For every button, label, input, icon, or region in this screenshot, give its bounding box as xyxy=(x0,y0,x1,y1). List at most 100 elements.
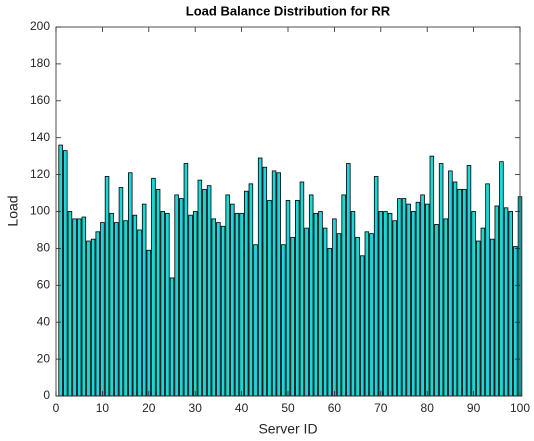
bar xyxy=(359,255,365,397)
bar xyxy=(336,233,342,397)
bar xyxy=(220,225,226,397)
bar xyxy=(373,176,379,397)
bar xyxy=(341,194,346,397)
bar xyxy=(508,211,513,397)
bar xyxy=(114,222,119,397)
bar xyxy=(285,200,291,397)
x-tick-label: 40 xyxy=(235,401,249,415)
bar xyxy=(248,183,254,397)
bar xyxy=(262,166,268,397)
bar xyxy=(387,212,393,397)
bar xyxy=(179,198,184,397)
bar xyxy=(457,188,462,397)
bar xyxy=(318,211,323,397)
bar xyxy=(253,244,258,397)
bar xyxy=(494,205,500,397)
bar xyxy=(67,211,73,397)
bar xyxy=(438,163,444,397)
y-tick-label: 20 xyxy=(37,351,51,365)
bar xyxy=(364,231,370,397)
chart-title: Load Balance Distribution for RR xyxy=(186,3,391,18)
x-axis-label: Server ID xyxy=(258,421,317,437)
bar xyxy=(513,246,518,397)
bar xyxy=(165,212,170,397)
bar xyxy=(230,203,235,397)
bar xyxy=(452,181,458,397)
bar xyxy=(271,170,277,397)
bar xyxy=(313,212,319,397)
y-tick-label: 0 xyxy=(43,388,50,402)
bar xyxy=(216,222,221,397)
x-tick-label: 60 xyxy=(328,401,342,415)
bar xyxy=(58,144,63,397)
y-axis-label: Load xyxy=(5,195,21,226)
bar xyxy=(378,211,384,397)
bar xyxy=(81,216,87,397)
bar xyxy=(415,201,421,397)
bar xyxy=(86,240,91,397)
bar xyxy=(489,238,495,397)
bar xyxy=(188,214,193,397)
bar xyxy=(243,190,249,397)
bar xyxy=(383,211,388,397)
bar xyxy=(299,181,305,397)
bar xyxy=(471,211,476,397)
bar xyxy=(392,220,397,397)
bar xyxy=(76,218,82,397)
x-tick-label: 70 xyxy=(374,401,388,415)
bar xyxy=(123,220,128,397)
x-tick-label: 80 xyxy=(421,401,435,415)
y-tick-label: 80 xyxy=(37,241,51,255)
bar xyxy=(462,188,467,397)
bar xyxy=(197,179,203,397)
bar xyxy=(346,163,351,397)
bar xyxy=(104,176,110,397)
bar xyxy=(485,183,490,397)
x-tick-label: 10 xyxy=(96,401,110,415)
bar xyxy=(350,211,356,397)
bar xyxy=(448,170,453,397)
bar xyxy=(95,231,101,397)
y-tick-label: 40 xyxy=(37,314,51,328)
bar xyxy=(424,203,430,397)
y-tick-label: 60 xyxy=(37,277,51,291)
bar xyxy=(72,218,77,397)
bar xyxy=(466,164,472,397)
bar xyxy=(406,203,411,397)
bar xyxy=(183,163,189,397)
bar xyxy=(397,198,402,397)
bar xyxy=(127,172,133,397)
x-tick-label: 90 xyxy=(467,401,481,415)
bar xyxy=(295,200,300,397)
bar xyxy=(411,211,416,397)
bar xyxy=(257,157,263,397)
x-tick-label: 100 xyxy=(510,401,530,415)
bar xyxy=(401,198,407,397)
bar xyxy=(211,218,217,397)
bar xyxy=(499,161,504,397)
y-tick-label: 120 xyxy=(30,167,50,181)
bar xyxy=(109,212,114,397)
bar xyxy=(225,194,230,397)
bar xyxy=(118,187,124,397)
bar xyxy=(420,194,425,397)
bar xyxy=(63,150,68,397)
x-tick-label: 30 xyxy=(189,401,203,415)
bar xyxy=(239,212,244,397)
bar xyxy=(503,207,509,397)
bar xyxy=(100,222,105,397)
y-tick-label: 200 xyxy=(30,19,50,33)
bar xyxy=(141,203,147,397)
bar xyxy=(267,200,272,397)
bar xyxy=(443,218,449,397)
bar xyxy=(429,155,435,397)
bar xyxy=(202,188,207,397)
bar xyxy=(160,211,165,397)
bar xyxy=(290,236,295,397)
bar xyxy=(174,194,179,397)
bar xyxy=(146,249,152,397)
bar xyxy=(332,218,337,397)
bar xyxy=(355,236,360,397)
bar xyxy=(137,229,142,397)
bar xyxy=(234,212,240,397)
